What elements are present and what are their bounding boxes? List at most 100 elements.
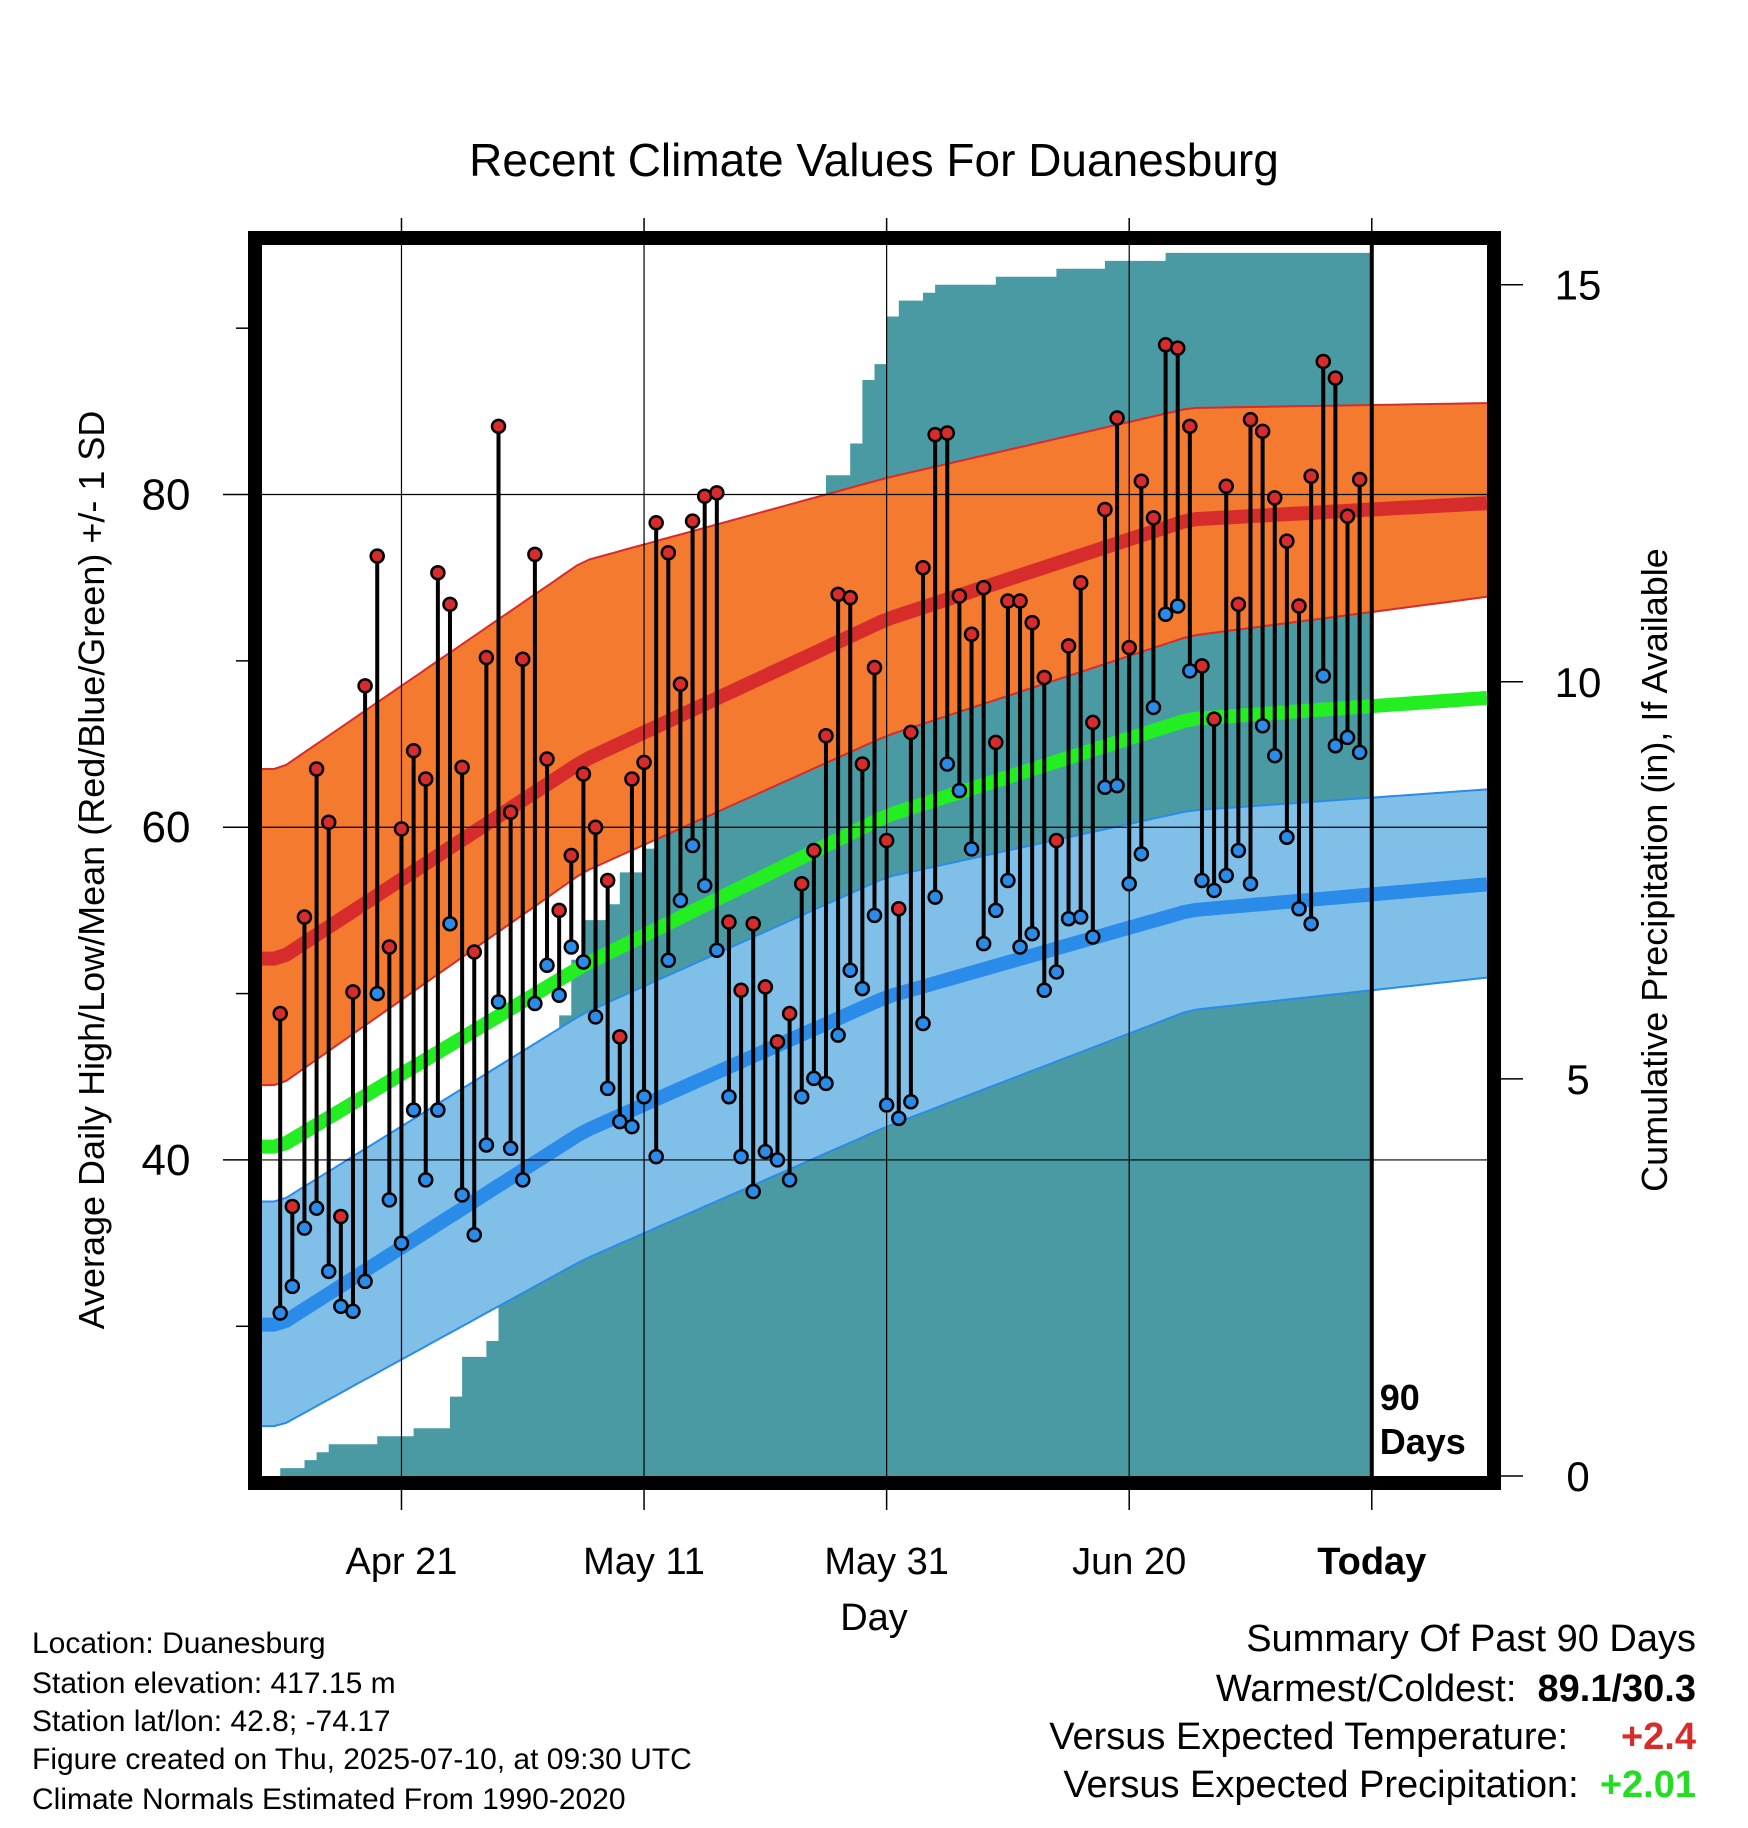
low-point xyxy=(648,1148,664,1165)
low-point xyxy=(393,1235,410,1251)
low-point xyxy=(830,1027,846,1043)
high-point xyxy=(648,515,664,531)
low-point xyxy=(1036,982,1053,999)
high-point xyxy=(1145,510,1162,526)
high-point xyxy=(272,1005,288,1022)
low-point xyxy=(1230,842,1247,859)
high-point xyxy=(1194,658,1210,674)
high-point xyxy=(587,819,604,835)
high-point xyxy=(806,842,822,859)
x-tick-label: Apr 21 xyxy=(345,1541,457,1583)
low-point xyxy=(308,1200,325,1216)
high-point xyxy=(1351,471,1368,488)
today-days-label: Days xyxy=(1380,1421,1466,1462)
high-point xyxy=(1266,490,1283,506)
low-point xyxy=(709,942,725,959)
high-point xyxy=(818,727,834,744)
high-point xyxy=(333,1208,349,1225)
high-point xyxy=(745,915,761,932)
high-point xyxy=(527,546,543,563)
high-point xyxy=(478,649,495,666)
low-point xyxy=(927,889,943,905)
high-point xyxy=(515,651,531,667)
low-point xyxy=(551,987,567,1003)
high-point xyxy=(636,754,652,771)
low-point xyxy=(733,1148,749,1165)
low-sd-lower-line xyxy=(262,976,1487,1428)
summary-warm-cold-label: Warmest/Coldest: xyxy=(1215,1668,1517,1710)
low-point xyxy=(854,980,871,997)
summary-warm-cold-value: 89.1/30.3 xyxy=(1537,1668,1696,1710)
low-point xyxy=(599,1080,616,1097)
high-point xyxy=(612,1029,628,1045)
low-point xyxy=(1169,598,1186,614)
high-point xyxy=(1121,639,1137,656)
low-point xyxy=(430,1102,446,1118)
low-point xyxy=(1242,876,1259,892)
low-point xyxy=(515,1172,531,1188)
info-created: Figure created on Thu, 2025-07-10, at 09… xyxy=(32,1743,692,1776)
low-point xyxy=(1000,872,1016,889)
low-point xyxy=(1194,872,1210,889)
high-point xyxy=(1254,423,1271,440)
plot-frame xyxy=(248,231,1501,1490)
high-point xyxy=(1315,353,1332,370)
high-point xyxy=(1206,711,1222,727)
high-point xyxy=(502,804,519,821)
low-point xyxy=(490,994,507,1010)
low-point xyxy=(478,1137,495,1153)
high-point xyxy=(1060,638,1077,654)
low-point xyxy=(417,1172,434,1188)
low-point xyxy=(1218,867,1234,884)
high-point xyxy=(1036,669,1053,686)
low-point xyxy=(818,1075,834,1092)
low-point xyxy=(1012,939,1028,955)
high-point xyxy=(757,979,774,995)
low-point xyxy=(951,782,968,799)
high-point xyxy=(1279,533,1295,549)
high-point xyxy=(1085,714,1101,731)
y-right-tick-label: 15 xyxy=(1555,262,1602,309)
low-point xyxy=(757,1143,774,1160)
low-point xyxy=(587,1009,604,1025)
high-point xyxy=(939,425,956,441)
low-point xyxy=(866,907,883,924)
low-point xyxy=(539,957,555,974)
high-point xyxy=(345,984,361,1000)
low-point xyxy=(696,877,713,894)
high-point xyxy=(1072,574,1089,591)
low-point xyxy=(381,1192,398,1208)
y-right-tick-label: 5 xyxy=(1566,1056,1589,1103)
summary-precip-label: Versus Expected Precipitation: xyxy=(1063,1764,1579,1806)
low-point xyxy=(1048,964,1065,980)
x-tick-label: May 31 xyxy=(824,1541,949,1583)
summary-temp: Versus Expected Temperature: +2.4 xyxy=(1049,1716,1696,1759)
high-sd-upper-line xyxy=(262,402,1487,770)
low-point xyxy=(1351,744,1368,761)
low-point xyxy=(320,1263,337,1280)
high-point xyxy=(1024,614,1040,631)
high-point xyxy=(1291,598,1307,614)
low-point xyxy=(1097,779,1113,796)
high-point xyxy=(1012,593,1028,609)
high-point xyxy=(660,545,677,561)
high-point xyxy=(975,579,992,596)
high-point xyxy=(551,902,567,919)
low-point xyxy=(878,1097,895,1113)
high-point xyxy=(1109,410,1125,426)
low-point xyxy=(357,1273,373,1290)
high-sd-band xyxy=(262,403,1487,1086)
y-right-tick-label: 10 xyxy=(1555,659,1602,706)
low-point xyxy=(1303,915,1319,932)
low-point xyxy=(1060,910,1077,927)
low-point xyxy=(963,841,980,857)
y-axis-label-right: Cumulative Precipitation (in), If Availa… xyxy=(1634,548,1675,1192)
high-point xyxy=(624,771,640,787)
high-point xyxy=(769,1034,786,1050)
high-point xyxy=(284,1198,301,1215)
high-point xyxy=(1303,468,1319,484)
low-point xyxy=(296,1220,313,1236)
low-point xyxy=(721,1088,737,1105)
